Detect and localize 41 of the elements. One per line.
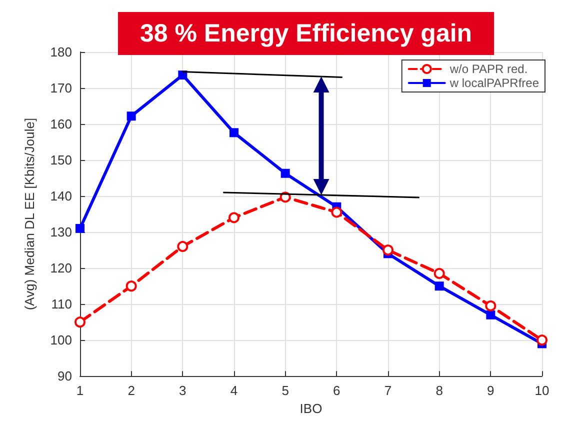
point: [382, 244, 394, 256]
y-tick-label: 140: [50, 188, 72, 204]
x-tick-label: 5: [282, 383, 289, 398]
y-tick-label: 120: [50, 260, 72, 276]
point: [331, 206, 342, 218]
x-tick-label: 6: [333, 383, 340, 398]
point: [126, 280, 137, 292]
point: [178, 70, 188, 80]
x-axis-title: IBO: [300, 401, 322, 416]
y-tick-label: 170: [50, 80, 72, 96]
chart-title: 38 % Energy Efficiency gain: [140, 20, 472, 48]
x-tick-label: 1: [76, 383, 84, 398]
x-tick-label: 8: [436, 383, 443, 398]
point: [74, 316, 86, 328]
point: [230, 128, 238, 138]
x-tick-label: 9: [487, 383, 494, 398]
y-axis-title: (Avg) Median DL EE [Kbits/Joule]: [22, 118, 37, 310]
point: [126, 112, 136, 121]
point: [434, 268, 445, 279]
point: [536, 334, 548, 346]
legend-label: w localPAPRfree: [448, 76, 540, 90]
y-tick-label: 150: [50, 152, 72, 168]
y-tick-label: 180: [50, 44, 72, 60]
x-tick-label: 4: [230, 383, 238, 398]
point: [228, 212, 240, 224]
point: [486, 310, 496, 320]
legend-label: w/o PAPR red.: [448, 62, 528, 76]
point: [76, 224, 84, 233]
x-tick-label: 7: [384, 383, 392, 398]
y-tick-label: 100: [50, 332, 72, 348]
x-tick-label: 10: [534, 383, 550, 398]
point: [485, 300, 496, 312]
point: [434, 282, 444, 291]
y-tick-label: 110: [51, 296, 72, 312]
point: [177, 240, 188, 252]
point: [280, 168, 290, 178]
x-tick-label: 3: [179, 383, 186, 398]
x-tick-label: 2: [128, 383, 135, 398]
y-tick-label: 90: [58, 368, 72, 384]
y-tick-label: 130: [50, 224, 72, 240]
y-tick-label: 160: [50, 116, 72, 132]
